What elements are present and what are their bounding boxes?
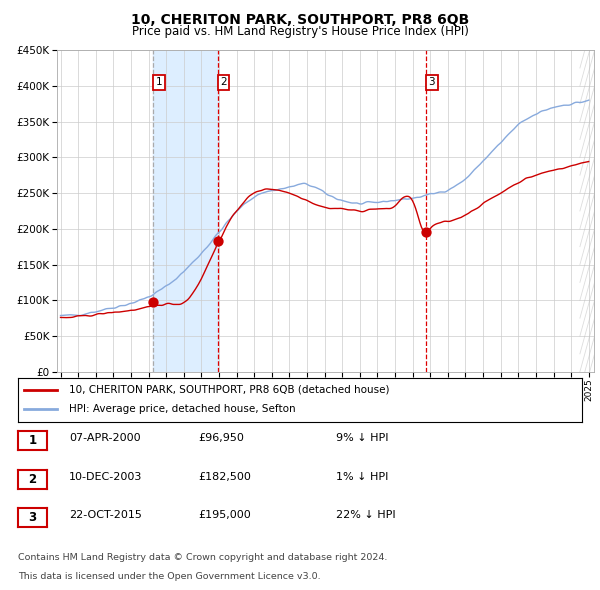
Text: 22% ↓ HPI: 22% ↓ HPI xyxy=(336,510,395,520)
Text: 1% ↓ HPI: 1% ↓ HPI xyxy=(336,472,388,481)
Text: HPI: Average price, detached house, Sefton: HPI: Average price, detached house, Seft… xyxy=(69,405,295,414)
Text: 10, CHERITON PARK, SOUTHPORT, PR8 6QB: 10, CHERITON PARK, SOUTHPORT, PR8 6QB xyxy=(131,13,469,27)
Bar xyxy=(153,50,218,372)
Text: Contains HM Land Registry data © Crown copyright and database right 2024.: Contains HM Land Registry data © Crown c… xyxy=(18,553,388,562)
Point xyxy=(213,237,223,246)
Text: 9% ↓ HPI: 9% ↓ HPI xyxy=(336,434,389,443)
Text: 10, CHERITON PARK, SOUTHPORT, PR8 6QB (detached house): 10, CHERITON PARK, SOUTHPORT, PR8 6QB (d… xyxy=(69,385,389,395)
Text: 2: 2 xyxy=(220,77,227,87)
Text: This data is licensed under the Open Government Licence v3.0.: This data is licensed under the Open Gov… xyxy=(18,572,320,581)
Text: 22-OCT-2015: 22-OCT-2015 xyxy=(69,510,142,520)
Text: 10-DEC-2003: 10-DEC-2003 xyxy=(69,472,142,481)
Text: 3: 3 xyxy=(28,511,37,524)
Text: 3: 3 xyxy=(428,77,435,87)
Text: 07-APR-2000: 07-APR-2000 xyxy=(69,434,140,443)
Text: £96,950: £96,950 xyxy=(198,434,244,443)
Point xyxy=(421,228,431,237)
Text: 1: 1 xyxy=(155,77,162,87)
Text: 1: 1 xyxy=(28,434,37,447)
Text: £182,500: £182,500 xyxy=(198,472,251,481)
Text: 2: 2 xyxy=(28,473,37,486)
Text: £195,000: £195,000 xyxy=(198,510,251,520)
Point xyxy=(148,298,158,307)
Text: Price paid vs. HM Land Registry's House Price Index (HPI): Price paid vs. HM Land Registry's House … xyxy=(131,25,469,38)
